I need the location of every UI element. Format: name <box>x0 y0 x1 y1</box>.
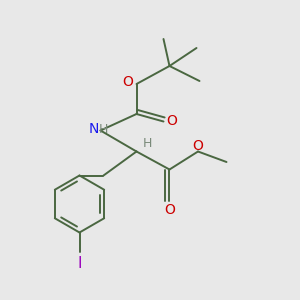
Text: I: I <box>77 256 82 271</box>
Text: O: O <box>122 76 133 89</box>
Text: H: H <box>99 122 108 136</box>
Text: O: O <box>164 203 175 217</box>
Text: O: O <box>167 114 177 128</box>
Text: N: N <box>89 122 99 136</box>
Text: H: H <box>142 136 152 150</box>
Text: O: O <box>193 139 203 152</box>
